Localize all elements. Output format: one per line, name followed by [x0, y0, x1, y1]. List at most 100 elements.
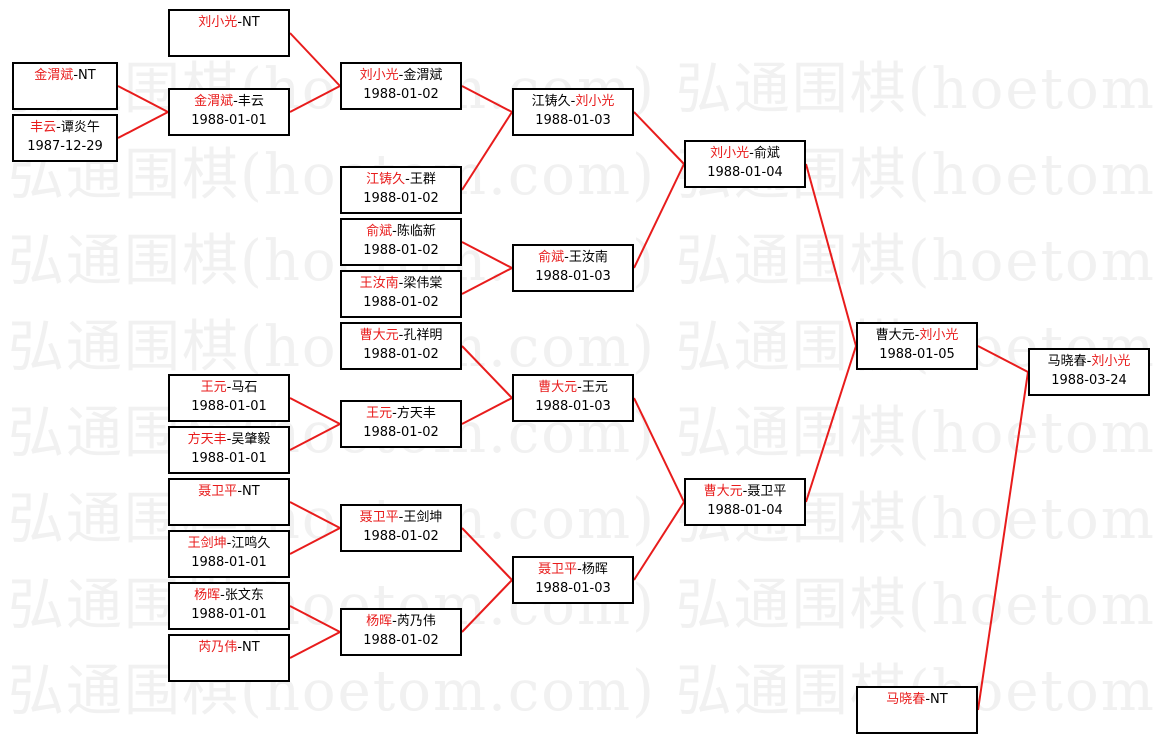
- connector-line: [461, 241, 513, 269]
- match-players: 聂卫平-杨晖: [538, 562, 608, 577]
- match-date: 1988-01-01: [191, 113, 267, 128]
- player-1: 王剑坤: [187, 536, 227, 551]
- connector-line: [461, 85, 513, 113]
- match-players: 曹大元-聂卫平: [703, 484, 787, 499]
- match-players: 王元-方天丰: [366, 406, 436, 421]
- match-box: 芮乃伟-NT: [168, 634, 290, 682]
- player-2: 王元: [581, 380, 608, 395]
- connector-line: [633, 111, 685, 165]
- player-1: 江铸久: [531, 94, 571, 109]
- connector-line: [805, 345, 857, 503]
- match-box: 杨晖-芮乃伟 1988-01-02: [340, 608, 462, 656]
- player-1: 曹大元: [359, 328, 399, 343]
- match-players: 方天丰-吴肇毅: [187, 432, 271, 447]
- connector-line: [289, 32, 341, 87]
- connector-line: [633, 501, 685, 581]
- player-1: 聂卫平: [538, 562, 578, 577]
- match-date: 1988-01-04: [707, 503, 783, 518]
- match-box: 曹大元-聂卫平 1988-01-04: [684, 478, 806, 526]
- match-box: 俞斌-陈临新 1988-01-02: [340, 218, 462, 266]
- connector-line: [289, 501, 341, 529]
- connector-line: [461, 397, 513, 425]
- connector-line: [461, 111, 513, 191]
- match-box: 杨晖-张文东 1988-01-01: [168, 582, 290, 630]
- player-1: 曹大元: [875, 328, 915, 343]
- player-1: 刘小光: [359, 68, 399, 83]
- player-2: NT: [242, 484, 260, 499]
- player-1: 马晓春: [1047, 354, 1087, 369]
- match-players: 金渭斌-丰云: [194, 94, 264, 109]
- match-players: 俞斌-王汝南: [538, 250, 608, 265]
- connector-line: [289, 631, 341, 659]
- match-players: 杨晖-张文东: [194, 588, 264, 603]
- match-box: 王剑坤-江鸣久 1988-01-01: [168, 530, 290, 578]
- match-box: 聂卫平-NT: [168, 478, 290, 526]
- connector-line: [289, 527, 341, 555]
- match-players: 马晓春-NT: [886, 692, 948, 707]
- match-date: 1988-01-04: [707, 165, 783, 180]
- connector-line: [117, 85, 169, 113]
- match-players: 刘小光-金渭斌: [359, 68, 443, 83]
- match-players: 丰云-谭炎午: [30, 120, 100, 135]
- match-date: 1988-01-02: [363, 633, 439, 648]
- player-2: 丰云: [237, 94, 264, 109]
- match-date: 1988-01-03: [535, 581, 611, 596]
- player-2: 刘小光: [1091, 354, 1131, 369]
- player-1: 曹大元: [703, 484, 743, 499]
- player-1: 江铸久: [366, 172, 406, 187]
- player-1: 杨晖: [194, 588, 221, 603]
- match-date: 1988-01-02: [363, 191, 439, 206]
- player-2: NT: [78, 68, 96, 83]
- player-1: 金渭斌: [34, 68, 74, 83]
- connector-line: [289, 605, 341, 633]
- match-date: 1988-01-05: [879, 347, 955, 362]
- match-box: 江铸久-刘小光 1988-01-03: [512, 88, 634, 136]
- player-2: 俞斌: [753, 146, 780, 161]
- player-1: 杨晖: [366, 614, 393, 629]
- player-2: 方天丰: [396, 406, 436, 421]
- connector-line: [117, 111, 169, 139]
- player-2: 孔祥明: [403, 328, 443, 343]
- match-box: 聂卫平-王剑坤 1988-01-02: [340, 504, 462, 552]
- player-1: 王汝南: [359, 276, 399, 291]
- connector-line: [461, 527, 513, 581]
- player-1: 俞斌: [366, 224, 393, 239]
- match-box: 聂卫平-杨晖 1988-01-03: [512, 556, 634, 604]
- match-box: 马晓春-刘小光 1988-03-24: [1028, 348, 1150, 396]
- connector-line: [461, 579, 513, 633]
- player-2: 王剑坤: [403, 510, 443, 525]
- player-2: 马石: [231, 380, 258, 395]
- player-2: 杨晖: [581, 562, 608, 577]
- match-box: 金渭斌-NT: [12, 62, 118, 110]
- player-2: 陈临新: [396, 224, 436, 239]
- watermark-text: 弘通围棋(hoetom.com) 弘通围棋(hoetom.com): [8, 143, 1161, 208]
- match-date: 1988-01-03: [535, 113, 611, 128]
- match-players: 曹大元-孔祥明: [359, 328, 443, 343]
- match-box: 刘小光-NT: [168, 9, 290, 57]
- match-box: 曹大元-王元 1988-01-03: [512, 374, 634, 422]
- match-date: 1988-01-02: [363, 243, 439, 258]
- match-date: 1988-03-24: [1051, 373, 1127, 388]
- connector-line: [289, 85, 341, 113]
- player-2: 王群: [409, 172, 436, 187]
- player-1: 俞斌: [538, 250, 565, 265]
- player-2: 金渭斌: [403, 68, 443, 83]
- match-box: 王元-方天丰 1988-01-02: [340, 400, 462, 448]
- match-date: 1988-01-01: [191, 607, 267, 622]
- match-date: 1988-01-01: [191, 399, 267, 414]
- match-date: 1988-01-03: [535, 269, 611, 284]
- connector-line: [977, 345, 1029, 373]
- match-players: 曹大元-王元: [538, 380, 608, 395]
- player-1: 方天丰: [187, 432, 227, 447]
- connector-line: [977, 371, 1029, 711]
- match-players: 王剑坤-江鸣久: [187, 536, 271, 551]
- player-2: 梁伟棠: [403, 276, 443, 291]
- player-1: 聂卫平: [198, 484, 238, 499]
- player-2: 刘小光: [919, 328, 959, 343]
- match-box: 曹大元-孔祥明 1988-01-02: [340, 322, 462, 370]
- player-2: 芮乃伟: [396, 614, 436, 629]
- match-players: 刘小光-NT: [198, 15, 260, 30]
- match-box: 马晓春-NT: [856, 686, 978, 734]
- match-box: 俞斌-王汝南 1988-01-03: [512, 244, 634, 292]
